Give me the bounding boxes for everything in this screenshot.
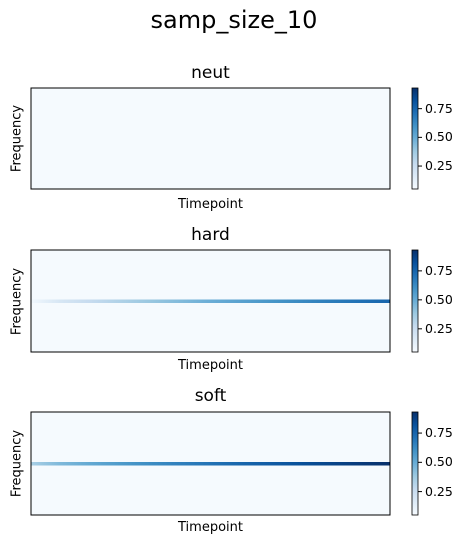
colorbar-tick-label: 0.50 (425, 291, 453, 307)
colorbar-tick-label: 0.50 (425, 129, 453, 145)
colorbar-tick-label: 0.25 (425, 483, 453, 499)
colorbar-tick-label: 0.75 (425, 425, 453, 441)
colorbar-hard (411, 249, 419, 353)
x-axis-label: Timepoint (178, 358, 243, 373)
colorbar-tick-label: 0.75 (425, 100, 453, 116)
colorbar-tick-label: 0.75 (425, 262, 453, 278)
colorbar-neut (411, 87, 419, 190)
colorbar-tick-label: 0.25 (425, 320, 453, 336)
axes-neut-frame (30, 87, 391, 190)
subplot-title: neut (191, 63, 230, 83)
x-axis-label: Timepoint (178, 197, 243, 212)
x-axis-label: Timepoint (178, 520, 243, 535)
y-axis-label: Frequency (9, 429, 25, 498)
colorbar-soft (411, 411, 419, 516)
subplot-title: soft (194, 386, 227, 406)
heatmap-soft-band (31, 462, 390, 466)
y-axis-label: Frequency (9, 267, 25, 336)
colorbar-tick-label: 0.25 (425, 158, 453, 174)
heatmap-neut-background (31, 88, 390, 189)
figure-title: samp_size_10 (150, 6, 318, 34)
heatmap-hard-band (31, 299, 390, 303)
y-axis-label: Frequency (9, 104, 25, 173)
subplot-title: hard (191, 225, 230, 245)
axes-hard-frame (30, 249, 391, 353)
colorbar-tick-label: 0.50 (425, 454, 453, 470)
axes-soft-frame (30, 411, 391, 516)
